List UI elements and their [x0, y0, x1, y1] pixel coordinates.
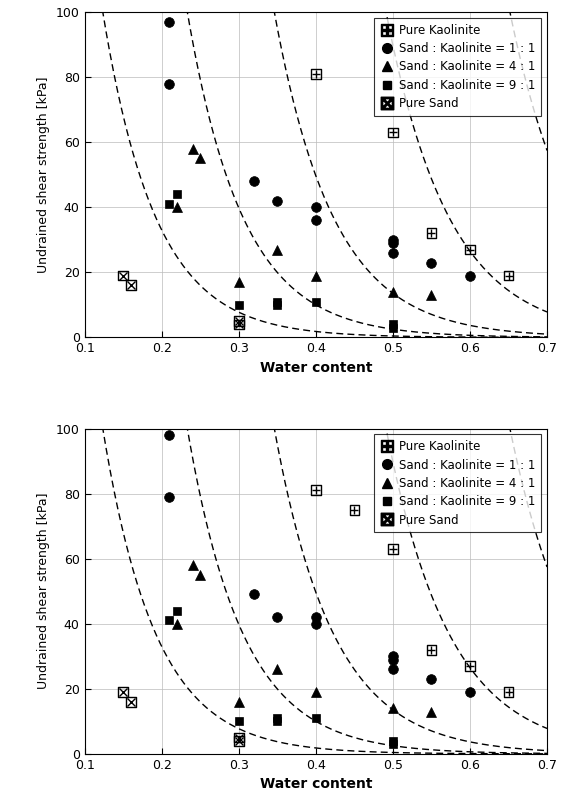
Point — [504, 686, 513, 699]
Point — [234, 318, 243, 330]
Legend: Pure Kaolinite, Sand : Kaolinite = 1 : 1, Sand : Kaolinite = 4 : 1, Sand : Kaoli: Pure Kaolinite, Sand : Kaolinite = 1 : 1… — [374, 435, 541, 533]
Point — [234, 735, 243, 747]
Point — [311, 67, 320, 80]
Point — [234, 731, 243, 744]
Point — [427, 643, 436, 656]
Point — [126, 279, 135, 292]
Point — [389, 542, 398, 555]
X-axis label: Water content: Water content — [259, 361, 372, 375]
Point — [465, 243, 474, 256]
Point — [427, 227, 436, 240]
Point — [311, 484, 320, 496]
Y-axis label: Undrained shear strength [kPa]: Undrained shear strength [kPa] — [37, 76, 50, 273]
Point — [504, 269, 513, 282]
Point — [389, 126, 398, 139]
Point — [118, 269, 127, 282]
X-axis label: Water content: Water content — [259, 777, 372, 792]
Y-axis label: Undrained shear strength [kPa]: Undrained shear strength [kPa] — [37, 493, 50, 690]
Point — [234, 314, 243, 327]
Point — [126, 695, 135, 708]
Legend: Pure Kaolinite, Sand : Kaolinite = 1 : 1, Sand : Kaolinite = 4 : 1, Sand : Kaoli: Pure Kaolinite, Sand : Kaolinite = 1 : 1… — [374, 18, 541, 116]
Point — [350, 504, 359, 516]
Point — [118, 686, 127, 699]
Point — [465, 659, 474, 672]
